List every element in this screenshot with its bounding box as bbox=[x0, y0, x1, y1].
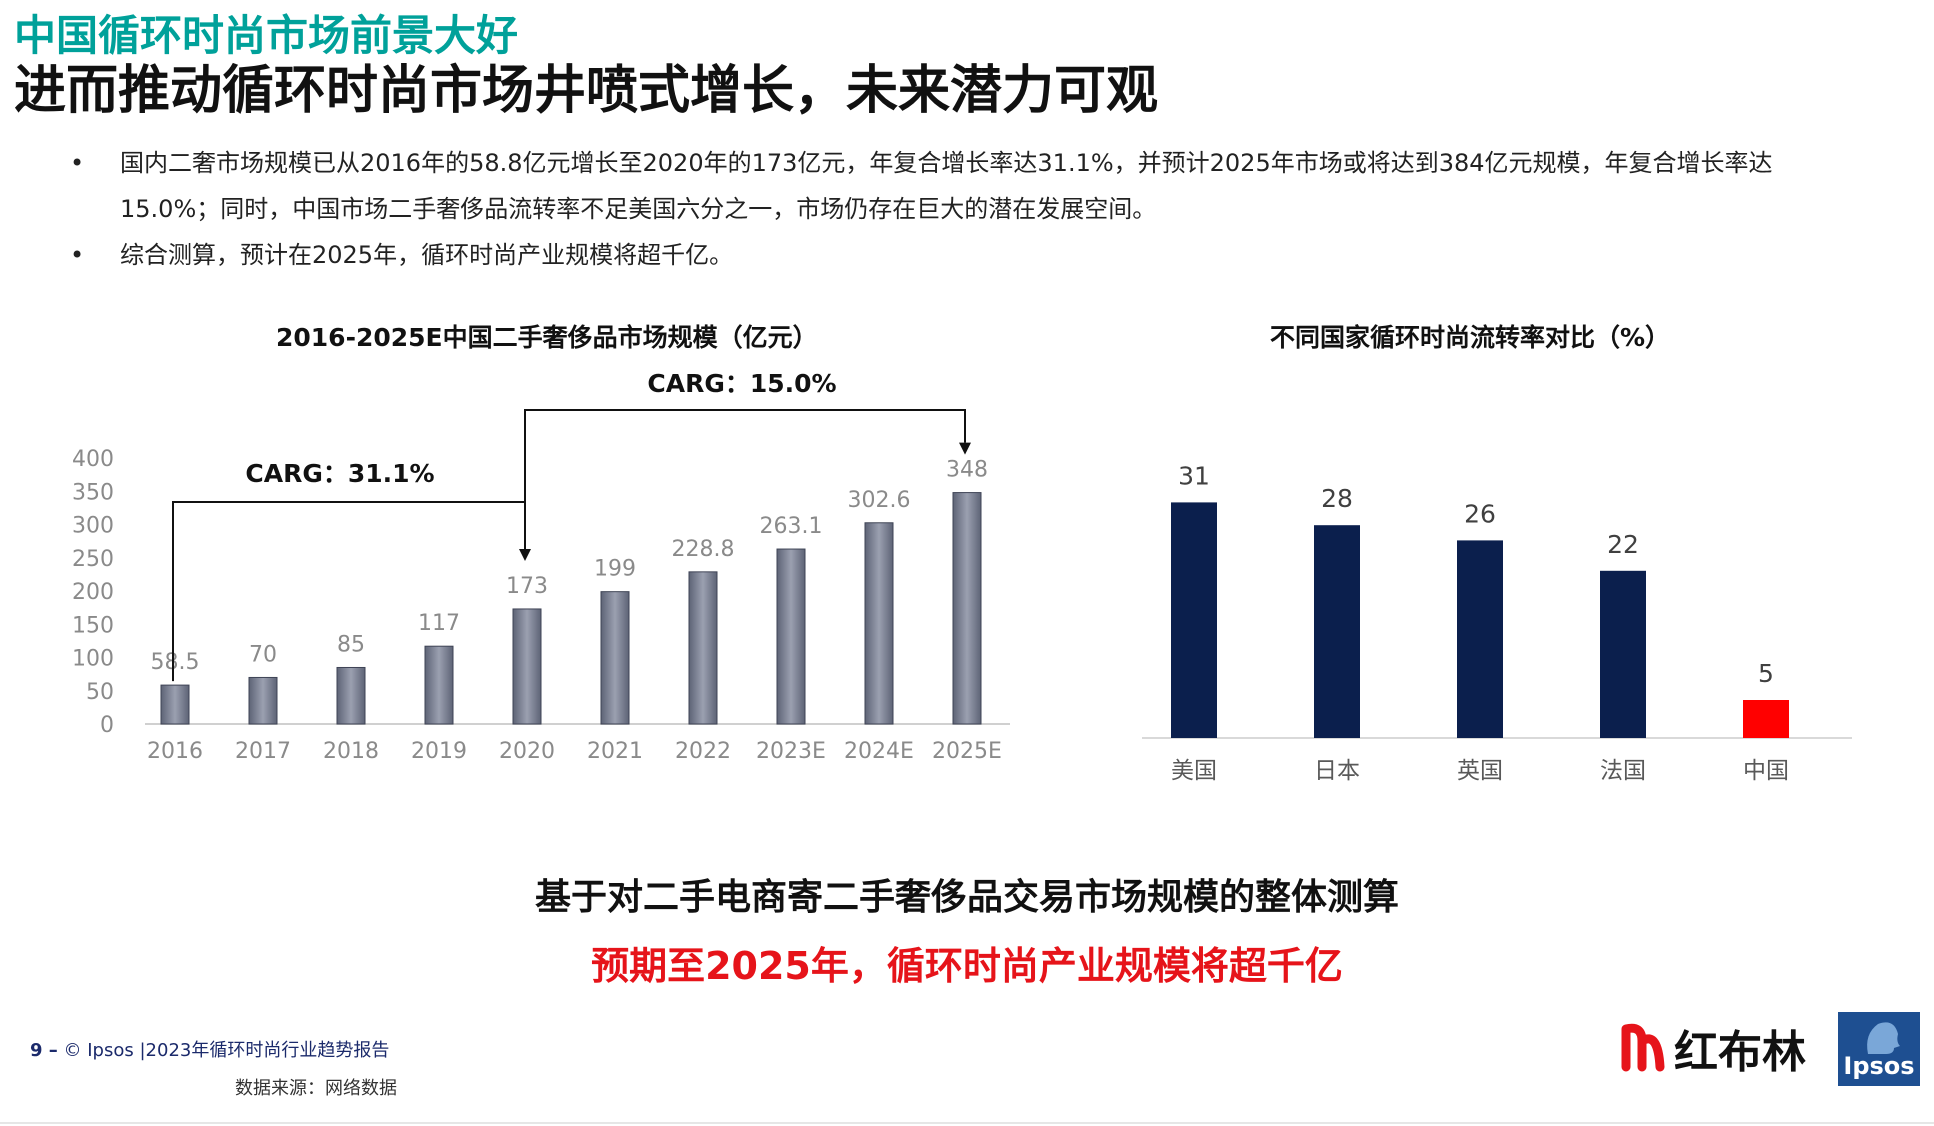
ipsos-logo: Ipsos bbox=[1838, 1012, 1920, 1086]
x-tick-label: 美国 bbox=[1171, 758, 1217, 784]
y-tick-label: 0 bbox=[100, 713, 114, 738]
x-tick-label: 法国 bbox=[1600, 758, 1646, 784]
data-label: 173 bbox=[506, 574, 548, 599]
turnover-bar-chart: 31 美国 28 日本 26 英国 22 法国 5 中国 bbox=[1142, 461, 1852, 784]
x-tick-label: 2019 bbox=[411, 739, 467, 764]
y-tick-label: 50 bbox=[86, 680, 114, 705]
cagr-bracket-2 bbox=[524, 409, 966, 502]
data-bar bbox=[1457, 540, 1503, 738]
x-tick-label: 2025E bbox=[932, 739, 1002, 764]
data-label: 228.8 bbox=[672, 537, 735, 562]
data-bar bbox=[512, 608, 542, 725]
slide-subtitle: 中国循环时尚市场前景大好 bbox=[14, 11, 519, 60]
y-tick-label: 300 bbox=[72, 514, 114, 539]
bullet-item: • 国内二奢市场规模已从2016年的58.8亿元增长至2020年的173亿元，年… bbox=[70, 140, 1830, 232]
brand-logo: 红布林 bbox=[1620, 1018, 1806, 1078]
data-bar bbox=[600, 591, 630, 725]
bullet-list: • 国内二奢市场规模已从2016年的58.8亿元增长至2020年的173亿元，年… bbox=[70, 140, 1830, 278]
brand-logo-icon bbox=[1621, 1023, 1665, 1072]
data-label: 117 bbox=[418, 611, 460, 636]
y-tick-label: 150 bbox=[72, 613, 114, 638]
turnover-chart-title: 不同国家循环时尚流转率对比（%） bbox=[1270, 323, 1671, 352]
cagr-bracket-1 bbox=[172, 501, 526, 682]
data-label: 263.1 bbox=[760, 514, 823, 539]
x-tick-label: 2020 bbox=[499, 739, 555, 764]
data-label: 28 bbox=[1321, 484, 1353, 513]
data-label: 70 bbox=[249, 642, 277, 667]
data-label: 5 bbox=[1758, 659, 1774, 688]
y-tick-label: 200 bbox=[72, 580, 114, 605]
cagr-label-2: CARG：15.0% bbox=[647, 369, 836, 398]
data-label: 85 bbox=[337, 632, 365, 657]
market-size-chart-title: 2016-2025E中国二手奢侈品市场规模（亿元） bbox=[276, 323, 818, 352]
copyright-text: © Ipsos |2023年循环时尚行业趋势报告 bbox=[63, 1040, 390, 1061]
data-bar bbox=[160, 684, 190, 725]
data-label: 302.6 bbox=[848, 488, 911, 513]
footer-copyright: 9 – © Ipsos |2023年循环时尚行业趋势报告 bbox=[30, 1036, 389, 1062]
data-label: 26 bbox=[1464, 499, 1496, 528]
x-tick-label: 2017 bbox=[235, 739, 291, 764]
y-tick-label: 350 bbox=[72, 480, 114, 505]
summary-line-2: 预期至2025年，循环时尚产业规模将超千亿 bbox=[591, 944, 1343, 988]
data-bar bbox=[336, 666, 366, 725]
data-bar bbox=[864, 522, 894, 725]
y-tick-label: 400 bbox=[72, 447, 114, 472]
cagr-arrow-2 bbox=[959, 442, 971, 455]
data-bar bbox=[1314, 525, 1360, 738]
data-bar bbox=[1171, 502, 1217, 738]
ipsos-logo-text: Ipsos bbox=[1843, 1052, 1915, 1080]
y-tick-label: 250 bbox=[72, 547, 114, 572]
data-label: 22 bbox=[1607, 530, 1639, 559]
data-label: 348 bbox=[946, 458, 988, 483]
x-tick-label: 2024E bbox=[844, 739, 914, 764]
brand-name: 红布林 bbox=[1674, 1027, 1806, 1078]
x-tick-label: 2022 bbox=[675, 739, 731, 764]
x-tick-label: 2021 bbox=[587, 739, 643, 764]
page-number: 9 – bbox=[30, 1040, 58, 1061]
data-bar bbox=[1600, 570, 1646, 738]
bullet-text: 综合测算，预计在2025年，循环时尚产业规模将超千亿。 bbox=[120, 241, 734, 269]
summary-line-1: 基于对二手电商寄二手奢侈品交易市场规模的整体测算 bbox=[534, 877, 1399, 918]
bullet-marker: • bbox=[70, 149, 85, 177]
x-tick-label: 2018 bbox=[323, 739, 379, 764]
bullet-marker: • bbox=[70, 241, 85, 269]
ipsos-head-icon bbox=[1867, 1022, 1900, 1054]
bullet-item: • 综合测算，预计在2025年，循环时尚产业规模将超千亿。 bbox=[70, 232, 1830, 278]
cagr-label-1: CARG：31.1% bbox=[245, 459, 434, 488]
data-bar bbox=[424, 645, 454, 725]
data-bar bbox=[776, 548, 806, 725]
data-bar bbox=[688, 571, 718, 725]
data-bar bbox=[952, 492, 982, 725]
footer-divider bbox=[0, 1122, 1934, 1124]
data-bar bbox=[248, 676, 278, 725]
y-tick-label: 100 bbox=[72, 647, 114, 672]
data-label: 199 bbox=[594, 557, 636, 582]
x-tick-label: 日本 bbox=[1314, 758, 1360, 784]
market-size-bar-chart: 0 50 100 150 200 250 300 350 400 58.5 2016 70 2017 85… bbox=[72, 369, 1010, 764]
cagr-arrow-1 bbox=[519, 548, 531, 561]
data-label: 58.5 bbox=[151, 650, 200, 675]
x-tick-label: 中国 bbox=[1743, 758, 1789, 784]
slide-title: 进而推动循环时尚市场井喷式增长，未来潜力可观 bbox=[14, 61, 1159, 121]
x-tick-label: 2023E bbox=[756, 739, 826, 764]
bullet-text: 国内二奢市场规模已从2016年的58.8亿元增长至2020年的173亿元，年复合… bbox=[120, 149, 1773, 223]
data-source: 数据来源：网络数据 bbox=[235, 1078, 397, 1099]
x-tick-label: 2016 bbox=[147, 739, 203, 764]
data-bar bbox=[1743, 700, 1789, 738]
data-label: 31 bbox=[1178, 461, 1210, 490]
x-tick-label: 英国 bbox=[1457, 758, 1503, 784]
